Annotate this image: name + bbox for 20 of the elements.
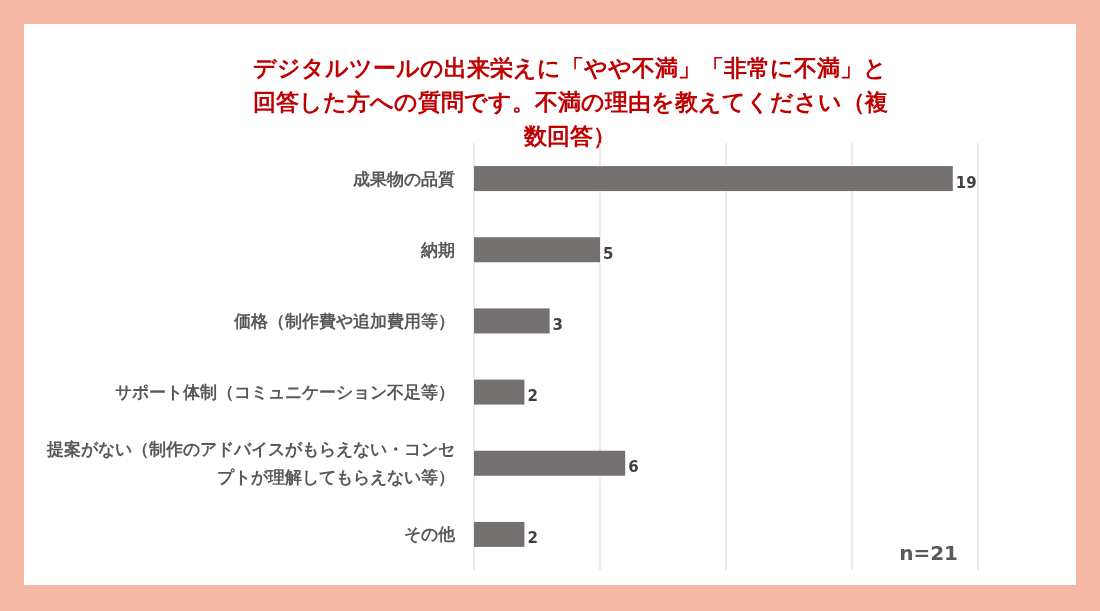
annotation: n=21 — [899, 541, 958, 565]
data-label: 2 — [527, 529, 538, 548]
data-label: 3 — [552, 315, 564, 334]
y-tick-label: サポート体制（コミュニケーション不足等） — [115, 382, 455, 403]
bar — [474, 308, 550, 334]
y-tick-label: 提案がない（制作のアドバイスがもらえない・コンセプトが理解してもらえない等） — [46, 439, 455, 488]
bar — [474, 450, 626, 476]
data-label: 6 — [628, 458, 639, 477]
chart-title: デジタルツールの出来栄えに「やや不満」「非常に不満」と回答した方への質問です。不満の理由を教えてください（複数回答） — [252, 55, 888, 149]
bar — [474, 237, 600, 263]
y-tick-label: その他 — [404, 524, 456, 545]
y-tick-label: 価格（制作費や追加費用等） — [233, 310, 455, 331]
y-tick-label: 成果物の品質 — [352, 168, 455, 189]
bar — [474, 379, 525, 405]
data-label: 19 — [955, 173, 977, 192]
data-label: 5 — [603, 244, 614, 263]
bar — [474, 521, 525, 547]
bar — [474, 166, 953, 192]
y-tick-label: 納期 — [420, 239, 455, 260]
data-label: 2 — [527, 387, 538, 406]
